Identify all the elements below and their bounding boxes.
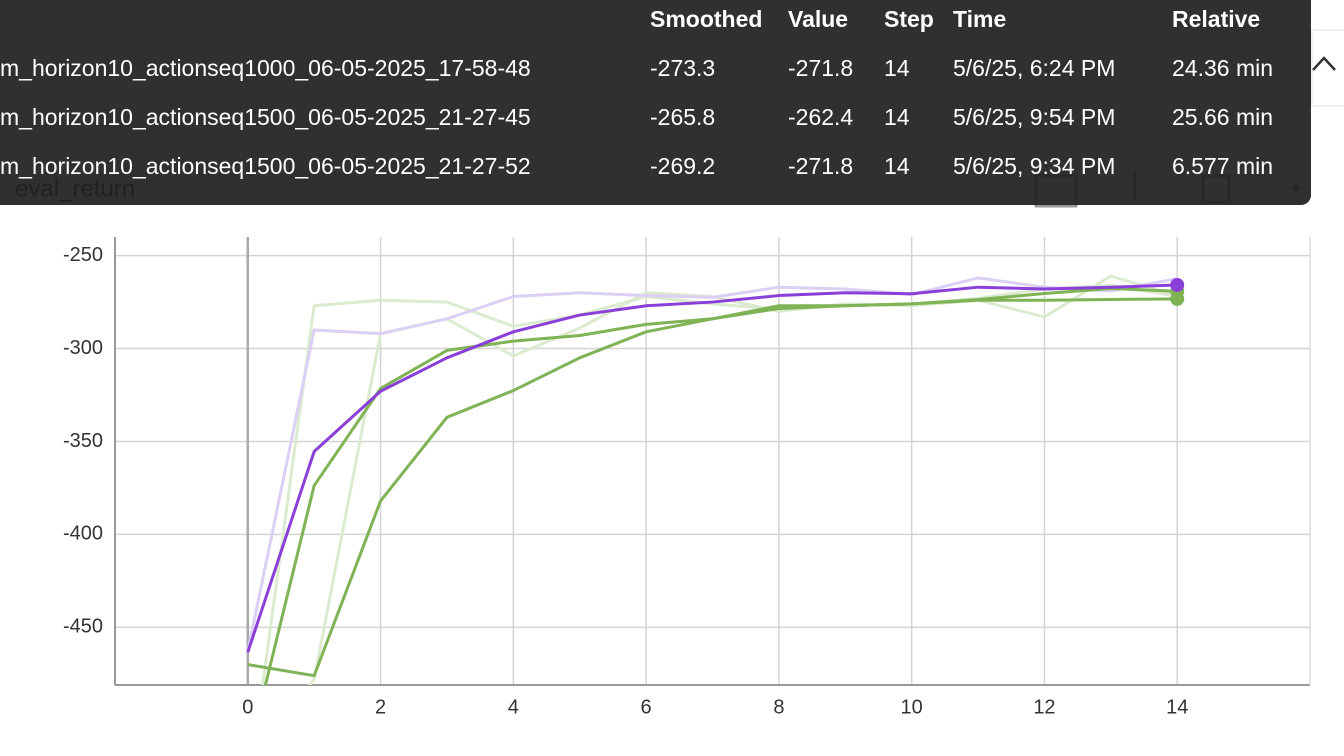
series-line	[246, 283, 1178, 653]
y-tick-label: -250	[63, 244, 103, 266]
x-tick-label: 10	[901, 696, 923, 718]
tooltip-cell: 24.36 min	[1172, 55, 1273, 81]
tooltip-cell: 14	[884, 55, 910, 81]
x-tick-label: 0	[242, 696, 253, 718]
tooltip-cell: -271.8	[788, 153, 853, 179]
tooltip-cell: 14	[884, 104, 910, 130]
tooltip: Smoothed Value Step Time Relative m_horizon10…	[0, 0, 1311, 205]
tooltip-header: Relative	[1172, 6, 1260, 32]
tooltip-cell: 6.577 min	[1172, 153, 1273, 179]
tooltip-cell: 5/6/25, 6:24 PM	[953, 55, 1115, 81]
chevron	[1312, 56, 1336, 71]
series-line	[261, 283, 1178, 685]
x-tick-label: 6	[641, 696, 652, 718]
tooltip-cell: 5/6/25, 9:54 PM	[953, 104, 1115, 130]
tooltip-cell: -271.8	[788, 55, 853, 81]
tooltip-cell: -265.8	[650, 104, 715, 130]
series-line	[247, 297, 1178, 678]
y-tick-label: -450	[63, 616, 103, 638]
y-tick-label: -300	[63, 337, 103, 359]
run-name: m_horizon10_actionseq1500_06-05-2025_21-…	[0, 104, 531, 130]
tooltip-cell: 14	[884, 153, 910, 179]
x-tick-label: 12	[1033, 696, 1055, 718]
tooltip-header: Step	[884, 6, 934, 32]
series-line	[246, 276, 1178, 652]
y-tick-label: -350	[63, 430, 103, 452]
collapse-button[interactable]	[1311, 29, 1344, 107]
tooltip-cell: 25.66 min	[1172, 104, 1273, 130]
x-tick-label: 2	[375, 696, 386, 718]
tooltip-header: Value	[788, 6, 848, 32]
tooltip-cell: -273.3	[650, 55, 715, 81]
series-line	[263, 286, 1178, 685]
x-tick-label: 4	[508, 696, 519, 718]
tooltip-cell: -262.4	[788, 104, 853, 130]
tooltip-header: Smoothed	[650, 6, 762, 32]
x-tick-label: 14	[1166, 696, 1188, 718]
end-point	[1170, 277, 1185, 292]
tooltip-cell: -269.2	[650, 153, 715, 179]
tooltip-bg	[0, 0, 1311, 205]
run-name: m_horizon10_actionseq1500_06-05-2025_21-…	[0, 153, 531, 179]
x-tick-label: 8	[773, 696, 784, 718]
y-tick-label: -400	[63, 523, 103, 545]
run-name: m_horizon10_actionseq1000_06-05-2025_17-…	[0, 55, 531, 81]
tooltip-header: Time	[953, 6, 1006, 32]
tooltip-cell: 5/6/25, 9:34 PM	[953, 153, 1115, 179]
